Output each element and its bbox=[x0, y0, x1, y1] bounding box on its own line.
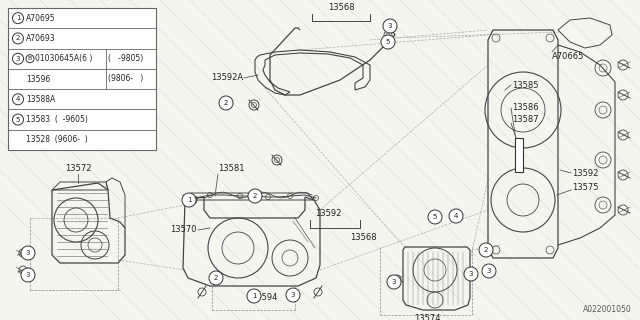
Circle shape bbox=[209, 271, 223, 285]
Circle shape bbox=[464, 267, 478, 281]
Text: 13596: 13596 bbox=[26, 75, 51, 84]
Text: 13568: 13568 bbox=[350, 233, 376, 242]
Text: 5: 5 bbox=[433, 214, 437, 220]
Text: 13570: 13570 bbox=[170, 226, 197, 235]
Circle shape bbox=[247, 289, 261, 303]
Circle shape bbox=[21, 246, 35, 260]
Text: A70665: A70665 bbox=[552, 52, 584, 61]
Circle shape bbox=[482, 264, 496, 278]
Text: 13574: 13574 bbox=[413, 314, 440, 320]
Text: 3: 3 bbox=[468, 271, 473, 277]
Circle shape bbox=[26, 55, 34, 63]
Text: 13575: 13575 bbox=[572, 182, 598, 191]
Text: 13588A: 13588A bbox=[26, 95, 55, 104]
Text: 13583  (  -9605): 13583 ( -9605) bbox=[26, 115, 88, 124]
Text: 13592A: 13592A bbox=[211, 74, 243, 83]
Text: 2: 2 bbox=[224, 100, 228, 106]
Text: A70695: A70695 bbox=[26, 14, 56, 23]
Text: 4: 4 bbox=[16, 96, 20, 102]
Text: 01030645A(6 ): 01030645A(6 ) bbox=[35, 54, 92, 63]
Text: 1: 1 bbox=[252, 293, 256, 299]
Circle shape bbox=[286, 288, 300, 302]
Circle shape bbox=[13, 94, 24, 105]
Text: 13572: 13572 bbox=[65, 164, 92, 173]
Text: 13585: 13585 bbox=[512, 81, 538, 90]
Circle shape bbox=[428, 210, 442, 224]
Text: (9806-   ): (9806- ) bbox=[108, 75, 143, 84]
Circle shape bbox=[13, 114, 24, 125]
Text: 5: 5 bbox=[386, 39, 390, 45]
Bar bbox=[8, 8, 156, 150]
Circle shape bbox=[219, 96, 233, 110]
Circle shape bbox=[449, 209, 463, 223]
Text: 3: 3 bbox=[291, 292, 295, 298]
Text: 13592: 13592 bbox=[315, 209, 341, 218]
Text: 2: 2 bbox=[214, 275, 218, 281]
Text: 4: 4 bbox=[454, 213, 458, 219]
Text: 13581: 13581 bbox=[218, 164, 244, 173]
Text: 2: 2 bbox=[16, 36, 20, 41]
Text: A022001050: A022001050 bbox=[583, 305, 632, 314]
Text: 2: 2 bbox=[253, 193, 257, 199]
Text: B: B bbox=[28, 56, 32, 61]
Circle shape bbox=[13, 53, 24, 64]
Text: 1: 1 bbox=[187, 197, 191, 203]
Text: 13592: 13592 bbox=[572, 169, 598, 178]
Circle shape bbox=[13, 13, 24, 24]
Text: A70693: A70693 bbox=[26, 34, 56, 43]
Text: 3: 3 bbox=[26, 272, 30, 278]
Circle shape bbox=[381, 35, 395, 49]
Text: 13586: 13586 bbox=[512, 103, 539, 113]
Circle shape bbox=[21, 268, 35, 282]
Text: 2: 2 bbox=[484, 247, 488, 253]
Circle shape bbox=[182, 193, 196, 207]
Circle shape bbox=[248, 189, 262, 203]
Circle shape bbox=[383, 19, 397, 33]
Text: 3: 3 bbox=[26, 250, 30, 256]
Text: 1: 1 bbox=[16, 15, 20, 21]
Bar bbox=[515, 138, 523, 172]
Text: 3: 3 bbox=[392, 279, 396, 285]
Text: 13587: 13587 bbox=[512, 116, 539, 124]
Circle shape bbox=[479, 243, 493, 257]
Text: 5: 5 bbox=[16, 116, 20, 123]
Circle shape bbox=[13, 33, 24, 44]
Text: 3: 3 bbox=[487, 268, 492, 274]
Text: 13528  (9606-  ): 13528 (9606- ) bbox=[26, 135, 88, 144]
Text: 13568: 13568 bbox=[328, 3, 355, 12]
Circle shape bbox=[387, 275, 401, 289]
Text: 3: 3 bbox=[16, 56, 20, 62]
Text: 3: 3 bbox=[388, 23, 392, 29]
Text: (   -9805): ( -9805) bbox=[108, 54, 143, 63]
Text: 13594: 13594 bbox=[251, 293, 277, 302]
